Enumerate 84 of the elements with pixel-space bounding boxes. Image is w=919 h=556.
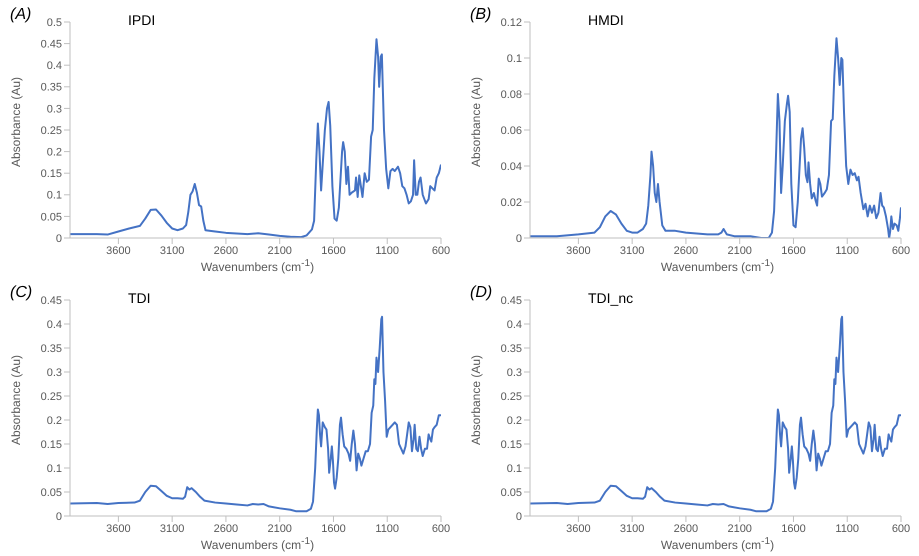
y-tick-label: 0.5 [46,16,62,29]
y-tick-label: 0.04 [500,160,522,173]
y-tick-label: 0.3 [46,103,62,116]
y-tick-label: 0 [56,510,62,523]
line-series [530,316,901,512]
x-tick-label: 3100 [620,244,644,257]
x-tick-label: 1600 [321,522,346,535]
y-tick-label: 0.2 [46,414,62,427]
y-tick-label: 0 [56,232,62,245]
y-tick-label: 0.1 [46,190,62,202]
y-tick-label: 0.15 [500,438,522,451]
y-axis-title: Absorbance (Au) [469,354,483,446]
x-tick-label: 1600 [781,522,806,535]
x-tick-label: 600 [432,244,450,257]
x-tick-label: 1100 [835,522,860,535]
y-tick-label: 0.35 [500,342,522,355]
y-tick-label: 0 [516,232,522,245]
y-tick-label: 0.06 [500,124,522,137]
x-tick-label: 2600 [674,522,698,535]
y-tick-label: 0.08 [500,88,522,101]
y-tick-label: 0.4 [46,318,62,331]
chart-title: (A) [10,6,32,24]
y-tick-label: 0.25 [40,390,62,403]
x-tick-label: 600 [432,522,450,535]
y-tick-label: 0.45 [500,294,522,307]
chart-subtitle: IPDI [128,12,156,28]
y-tick-label: 0.4 [46,60,62,72]
x-tick-label: 1600 [321,244,346,257]
chart-title: (B) [470,6,492,24]
y-axis-title: Absorbance (Au) [9,76,23,168]
y-tick-label: 0.05 [40,211,62,224]
y-axis-title: Absorbance (Au) [9,354,23,446]
x-axis-title: Wavenumbers (cm$^{-1}$) [200,258,316,274]
y-tick-label: 0.45 [40,38,62,51]
y-tick-label: 0.02 [500,196,522,209]
x-tick-label: 3100 [160,522,184,535]
x-tick-label: 3600 [566,244,591,257]
x-tick-label: 2600 [674,244,698,257]
y-axis-title: Absorbance (Au) [469,76,483,168]
y-tick-label: 0.1 [506,462,522,475]
x-tick-label: 2600 [214,522,238,535]
x-tick-label: 2100 [267,244,292,257]
x-tick-label: 3100 [620,522,644,535]
y-tick-label: 0.1 [506,52,522,65]
y-tick-label: 0.3 [506,366,522,379]
y-tick-label: 0.15 [40,168,62,180]
x-tick-label: 3600 [106,244,131,257]
y-tick-label: 0.4 [506,318,522,331]
x-tick-label: 3600 [566,522,591,535]
y-tick-label: 0.05 [40,486,62,499]
x-tick-label: 600 [892,244,910,257]
chart-subtitle: TDI [128,290,151,306]
y-tick-label: 0.3 [46,366,62,379]
y-tick-label: 0.25 [40,124,62,137]
y-tick-label: 0.15 [40,438,62,451]
chart-title: (D) [470,284,492,302]
x-tick-label: 1100 [835,244,860,257]
y-tick-label: 0.1 [46,462,62,475]
x-tick-label: 600 [892,522,910,535]
y-tick-label: 0.45 [40,294,62,307]
x-tick-label: 3100 [160,244,184,257]
y-tick-label: 0.2 [46,146,62,159]
x-axis-title: Wavenumbers (cm$^{-1}$) [660,258,776,274]
chart-subtitle: HMDI [588,12,624,28]
y-tick-label: 0.05 [500,486,522,499]
y-tick-label: 0.2 [506,414,522,427]
x-axis-title: Wavenumbers (cm$^{-1}$) [200,536,316,552]
x-tick-label: 1100 [375,244,400,257]
x-tick-label: 1600 [781,244,806,257]
x-tick-label: 2100 [727,244,752,257]
y-tick-label: 0.35 [40,82,62,94]
line-series [70,316,441,512]
y-tick-label: 0 [516,510,522,523]
x-axis-title: Wavenumbers (cm$^{-1}$) [660,536,776,552]
chart-title: (C) [10,284,32,302]
x-tick-label: 2100 [267,522,292,535]
y-tick-label: 0.25 [500,390,522,403]
x-tick-label: 1100 [375,522,400,535]
x-tick-label: 3600 [106,522,131,535]
y-tick-label: 0.35 [40,342,62,355]
y-tick-label: 0.12 [500,16,522,29]
chart-subtitle: TDI_nc [588,290,634,306]
x-tick-label: 2600 [214,244,238,257]
x-tick-label: 2100 [727,522,752,535]
